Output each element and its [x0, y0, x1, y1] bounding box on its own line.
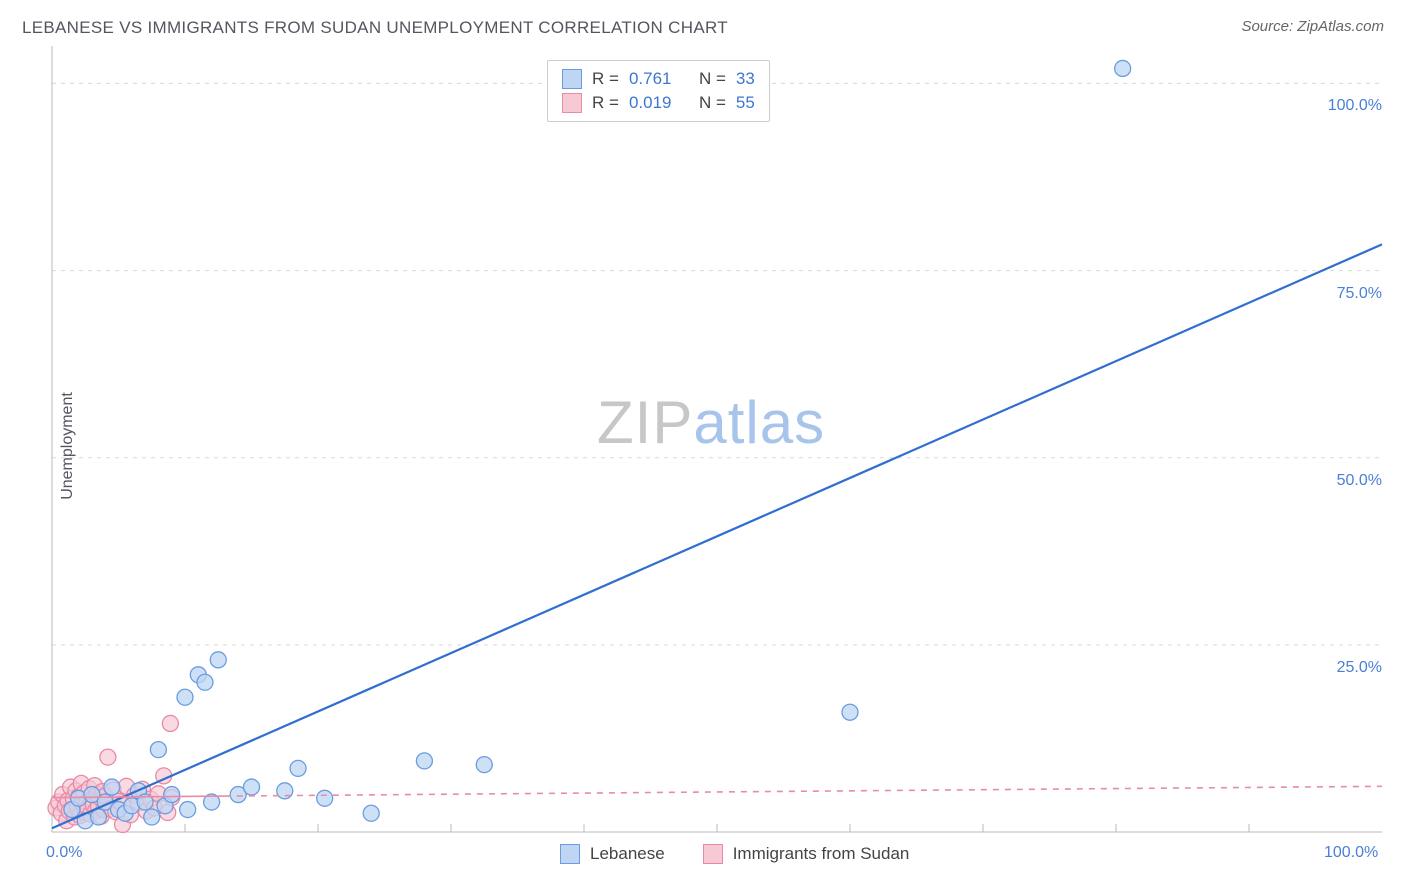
y-tick-label: 100.0% — [1312, 97, 1382, 115]
chart-title: LEBANESE VS IMMIGRANTS FROM SUDAN UNEMPL… — [22, 18, 728, 38]
legend-r-label: R = — [592, 69, 619, 89]
legend-r-value: 0.019 — [629, 93, 689, 113]
legend-row: R = 0.761 N = 33 — [562, 67, 755, 91]
data-point — [1115, 60, 1131, 76]
data-point — [150, 742, 166, 758]
scatter-plot: ZIPatlas R =0.761N =33R =0.019N =55 — [52, 46, 1382, 832]
data-point — [416, 753, 432, 769]
data-point — [210, 652, 226, 668]
data-point — [162, 715, 178, 731]
correlation-legend: R = 0.761 N = 33 R = 0.019 N = 55 — [547, 60, 770, 122]
legend-r-value: 0.761 — [629, 69, 689, 89]
plot-svg — [52, 46, 1382, 832]
data-point — [476, 757, 492, 773]
data-point — [100, 749, 116, 765]
data-point — [244, 779, 260, 795]
legend-n-label: N = — [699, 93, 726, 113]
legend-n-value: 55 — [736, 93, 755, 113]
data-point — [290, 760, 306, 776]
source-attribution: Source: ZipAtlas.com — [1241, 18, 1384, 35]
legend-swatch — [562, 93, 582, 113]
legend-series-label: Immigrants from Sudan — [733, 844, 910, 864]
data-point — [144, 809, 160, 825]
data-point — [317, 790, 333, 806]
series-legend: Lebanese Immigrants from Sudan — [560, 844, 937, 864]
y-tick-label: 50.0% — [1312, 472, 1382, 490]
legend-swatch — [560, 844, 580, 864]
x-tick-label: 100.0% — [1324, 844, 1378, 862]
data-point — [842, 704, 858, 720]
data-point — [197, 674, 213, 690]
legend-series-label: Lebanese — [590, 844, 665, 864]
data-point — [363, 805, 379, 821]
x-tick-label: 0.0% — [46, 844, 82, 862]
legend-n-label: N = — [699, 69, 726, 89]
legend-n-value: 33 — [736, 69, 755, 89]
data-point — [180, 802, 196, 818]
data-point — [177, 689, 193, 705]
y-tick-label: 25.0% — [1312, 659, 1382, 677]
y-tick-label: 75.0% — [1312, 285, 1382, 303]
legend-row: R = 0.019 N = 55 — [562, 91, 755, 115]
data-point — [104, 779, 120, 795]
legend-r-label: R = — [592, 93, 619, 113]
legend-swatch — [703, 844, 723, 864]
legend-swatch — [562, 69, 582, 89]
data-point — [164, 787, 180, 803]
data-point — [277, 783, 293, 799]
